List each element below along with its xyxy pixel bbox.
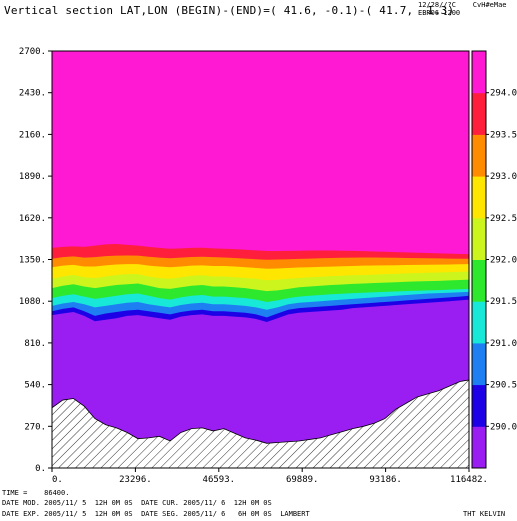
date-cur: DATE CUR. 2005/11/ 6 12H 0M 0S [141,499,272,507]
y-tick-label: 270. [24,422,46,432]
colorbar-swatch [472,92,486,135]
field-label: THT KELVIN [463,510,506,518]
time-label: TIME = [2,489,28,497]
x-tick-label: 93186. [369,475,402,485]
y-tick-label: 2430. [19,89,46,99]
y-tick-label: 1080. [19,297,46,307]
y-tick-label: 0. [35,464,46,474]
date-line-2: DATE EXP. 2005/11/ 5 12H 0M 0S DATE SEG.… [2,510,310,519]
colorbar-swatch [472,342,486,386]
stamp-line-1: 12/28//?C [418,1,456,9]
colorbar-swatch [472,217,486,260]
run-stamp: 12/28//?C CvH#eMae EBR06 1200 [418,1,507,17]
colorbar-label: 291.5 [490,297,517,307]
x-tick-label: 116482. [450,475,488,485]
y-tick-label: 2700. [19,47,46,57]
y-tick-label: 810. [24,339,46,349]
stamp-line-2: EBR06 1200 [418,9,461,17]
x-tick-label: 23296. [119,475,152,485]
colorbar-swatch [472,259,486,302]
date-line-1: DATE MOD. 2005/11/ 5 12H 0M 0S DATE CUR.… [2,499,272,508]
date-seg: DATE SEG. 2005/11/ 6 6H 0M 0S [141,510,272,518]
colorbar-label: 293.5 [490,130,517,140]
colorbar-swatch [472,301,486,344]
colorbar-swatch [472,176,486,219]
chart-title: Vertical section LAT,LON (BEGIN)-(END)=(… [4,4,455,17]
x-tick-label: 0. [52,475,63,485]
y-tick-label: 2160. [19,130,46,140]
y-tick-label: 1620. [19,214,46,224]
x-tick-label: 69889. [286,475,319,485]
colorbar-label: 292.5 [490,214,517,224]
colorbar-label: 290.0 [490,422,517,432]
terrain [52,379,469,468]
projection-label: LAMBERT [280,510,310,518]
colorbar-swatch [472,134,486,177]
y-tick-label: 1350. [19,256,46,266]
y-tick-label: 540. [24,381,46,391]
colorbar-label: 291.0 [490,339,517,349]
time-readout: TIME = 86400. [2,489,69,498]
colorbar-label: 290.5 [490,381,517,391]
y-tick-label: 1890. [19,172,46,182]
colorbar-swatch [472,51,486,94]
time-value: 86400. [44,489,70,497]
colorbar-label: 293.0 [490,172,517,182]
colorbar-label: 292.0 [490,256,517,266]
colorbar-label: 294.0 [490,89,517,99]
colorbar-swatch [472,384,486,427]
colorbar-swatch [472,426,486,469]
stamp-user: CvH#eMae [472,1,507,9]
date-mod: DATE MOD. 2005/11/ 5 12H 0M 0S [2,499,133,507]
x-tick-label: 46593. [203,475,236,485]
date-exp: DATE EXP. 2005/11/ 5 12H 0M 0S [2,510,133,518]
